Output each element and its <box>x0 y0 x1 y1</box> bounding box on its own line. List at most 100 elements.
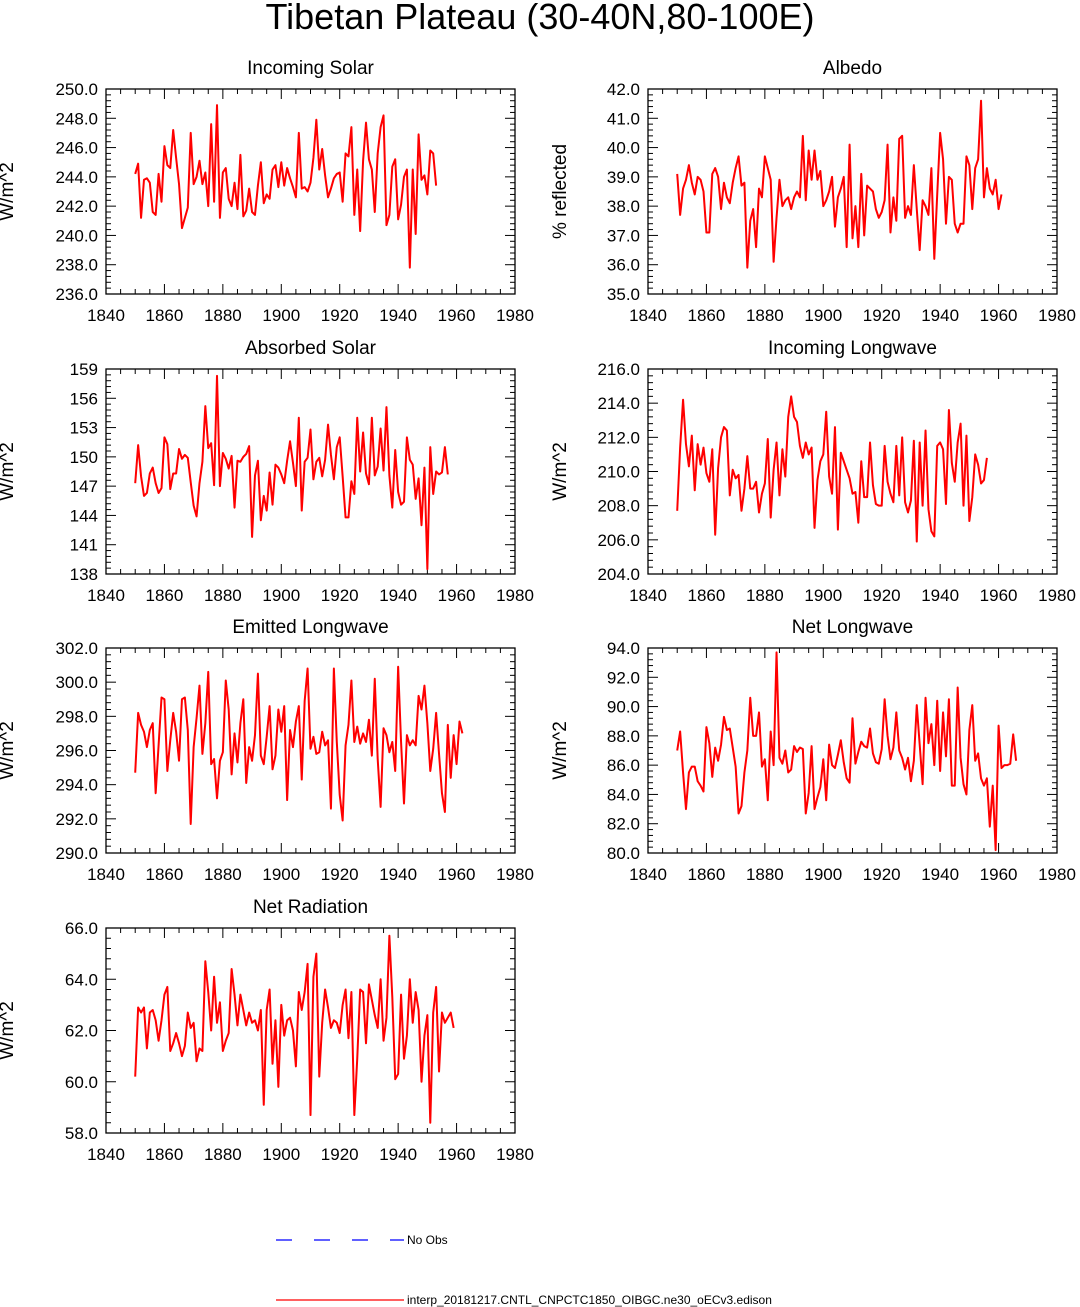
x-tick-label: 1880 <box>746 865 784 884</box>
series-line <box>676 651 1018 852</box>
x-tick-label: 1940 <box>921 865 959 884</box>
x-tick-label: 1860 <box>688 865 726 884</box>
y-tick-label: 41.0 <box>607 109 640 128</box>
y-tick-label: 39.0 <box>607 168 640 187</box>
y-tick-label: 159 <box>70 360 98 379</box>
y-tick-label: 156 <box>70 389 98 408</box>
panel-3: Incoming Longwave W/m^2 1840 1860 1880 1900 19… <box>550 338 1076 605</box>
x-tick-label: 1840 <box>629 306 667 325</box>
x-tick-label: 1920 <box>321 306 359 325</box>
legend-model-label: interp_20181217.CNTL_CNPCTC1850_OIBGC.ne… <box>407 1293 772 1307</box>
x-tick-label: 1920 <box>321 865 359 884</box>
x-tick-label: 1880 <box>204 586 242 605</box>
y-tick-label: 38.0 <box>607 197 640 216</box>
x-tick-label: 1940 <box>379 586 417 605</box>
x-tick-label: 1920 <box>863 865 901 884</box>
x-tick-label: 1860 <box>146 865 184 884</box>
series-line <box>134 665 464 825</box>
y-axis-label: W/m^2 <box>0 721 18 780</box>
y-tick-label: 42.0 <box>607 80 640 99</box>
y-tick-label: 238.0 <box>55 256 98 275</box>
y-tick-label: 204.0 <box>597 565 640 584</box>
y-tick-label: 82.0 <box>607 815 640 834</box>
y-tick-label: 66.0 <box>65 919 98 938</box>
y-tick-label: 214.0 <box>597 394 640 413</box>
series-line <box>676 395 988 543</box>
series-line <box>134 104 438 269</box>
y-tick-label: 246.0 <box>55 139 98 158</box>
x-tick-label: 1980 <box>496 865 534 884</box>
x-tick-label: 1860 <box>146 586 184 605</box>
y-tick-label: 147 <box>70 477 98 496</box>
y-tick-label: 242.0 <box>55 197 98 216</box>
x-tick-label: 1920 <box>321 586 359 605</box>
panel-title: Emitted Longwave <box>232 617 388 638</box>
x-tick-label: 1860 <box>688 586 726 605</box>
x-tick-label: 1980 <box>1038 306 1076 325</box>
y-tick-label: 36.0 <box>607 256 640 275</box>
x-tick-label: 1880 <box>204 306 242 325</box>
y-tick-label: 40.0 <box>607 139 640 158</box>
x-tick-label: 1880 <box>746 306 784 325</box>
x-tick-label: 1840 <box>629 865 667 884</box>
y-tick-label: 216.0 <box>597 360 640 379</box>
y-tick-label: 206.0 <box>597 531 640 550</box>
y-tick-label: 141 <box>70 536 98 555</box>
x-tick-label: 1980 <box>496 1145 534 1164</box>
x-tick-label: 1860 <box>688 306 726 325</box>
figure-title: Tibetan Plateau (30-40N,80-100E) <box>266 0 815 37</box>
y-tick-label: 294.0 <box>55 776 98 795</box>
y-tick-label: 302.0 <box>55 639 98 658</box>
y-tick-label: 138 <box>70 565 98 584</box>
y-tick-label: 208.0 <box>597 497 640 516</box>
y-tick-label: 94.0 <box>607 639 640 658</box>
panel-2: Absorbed Solar W/m^2 1840 1860 1880 1900 1920 1… <box>0 338 534 605</box>
y-axis-label: W/m^2 <box>0 1001 18 1060</box>
y-axis-label: W/m^2 <box>0 442 18 501</box>
y-tick-label: 60.0 <box>65 1073 98 1092</box>
panel-0: Incoming Solar W/m^2 1840 1860 1880 1900 1920 1… <box>0 58 534 325</box>
x-tick-label: 1980 <box>1038 865 1076 884</box>
y-tick-label: 80.0 <box>607 844 640 863</box>
y-tick-label: 150 <box>70 448 98 467</box>
x-tick-label: 1940 <box>379 306 417 325</box>
x-tick-label: 1880 <box>746 586 784 605</box>
x-tick-label: 1920 <box>863 586 901 605</box>
y-tick-label: 236.0 <box>55 285 98 304</box>
panel-5: Net Longwave W/m^2 1840 1860 1880 1900 1920 194… <box>550 617 1076 884</box>
y-tick-label: 250.0 <box>55 80 98 99</box>
x-tick-label: 1880 <box>204 865 242 884</box>
x-tick-label: 1960 <box>980 306 1018 325</box>
x-tick-label: 1900 <box>804 865 842 884</box>
x-tick-label: 1860 <box>146 306 184 325</box>
legend: No Obs interp_20181217.CNTL_CNPCTC1850_O… <box>276 1233 772 1307</box>
x-tick-label: 1840 <box>87 865 125 884</box>
plot-frame <box>105 368 516 575</box>
series-line <box>676 99 1003 269</box>
x-tick-label: 1960 <box>438 865 476 884</box>
y-tick-label: 35.0 <box>607 285 640 304</box>
legend-obs-label: No Obs <box>407 1233 448 1247</box>
panel-title: Incoming Solar <box>247 58 374 79</box>
y-tick-label: 58.0 <box>65 1124 98 1143</box>
x-tick-label: 1840 <box>629 586 667 605</box>
x-tick-label: 1960 <box>980 865 1018 884</box>
y-tick-label: 88.0 <box>607 727 640 746</box>
x-tick-label: 1960 <box>438 1145 476 1164</box>
y-tick-label: 296.0 <box>55 742 98 761</box>
y-axis-label: W/m^2 <box>0 162 18 221</box>
x-tick-label: 1920 <box>321 1145 359 1164</box>
y-tick-label: 300.0 <box>55 673 98 692</box>
x-tick-label: 1900 <box>804 586 842 605</box>
y-tick-label: 86.0 <box>607 756 640 775</box>
x-tick-label: 1840 <box>87 1145 125 1164</box>
y-tick-label: 240.0 <box>55 226 98 245</box>
x-tick-label: 1940 <box>921 306 959 325</box>
y-tick-label: 298.0 <box>55 707 98 726</box>
x-tick-label: 1920 <box>863 306 901 325</box>
y-tick-label: 153 <box>70 419 98 438</box>
x-tick-label: 1980 <box>1038 586 1076 605</box>
panel-6: Net Radiation W/m^2 1840 1860 1880 1900 1920 19… <box>0 897 534 1164</box>
panel-1: Albedo % reflected 1840 1860 1880 1900 1920 194… <box>550 58 1076 325</box>
